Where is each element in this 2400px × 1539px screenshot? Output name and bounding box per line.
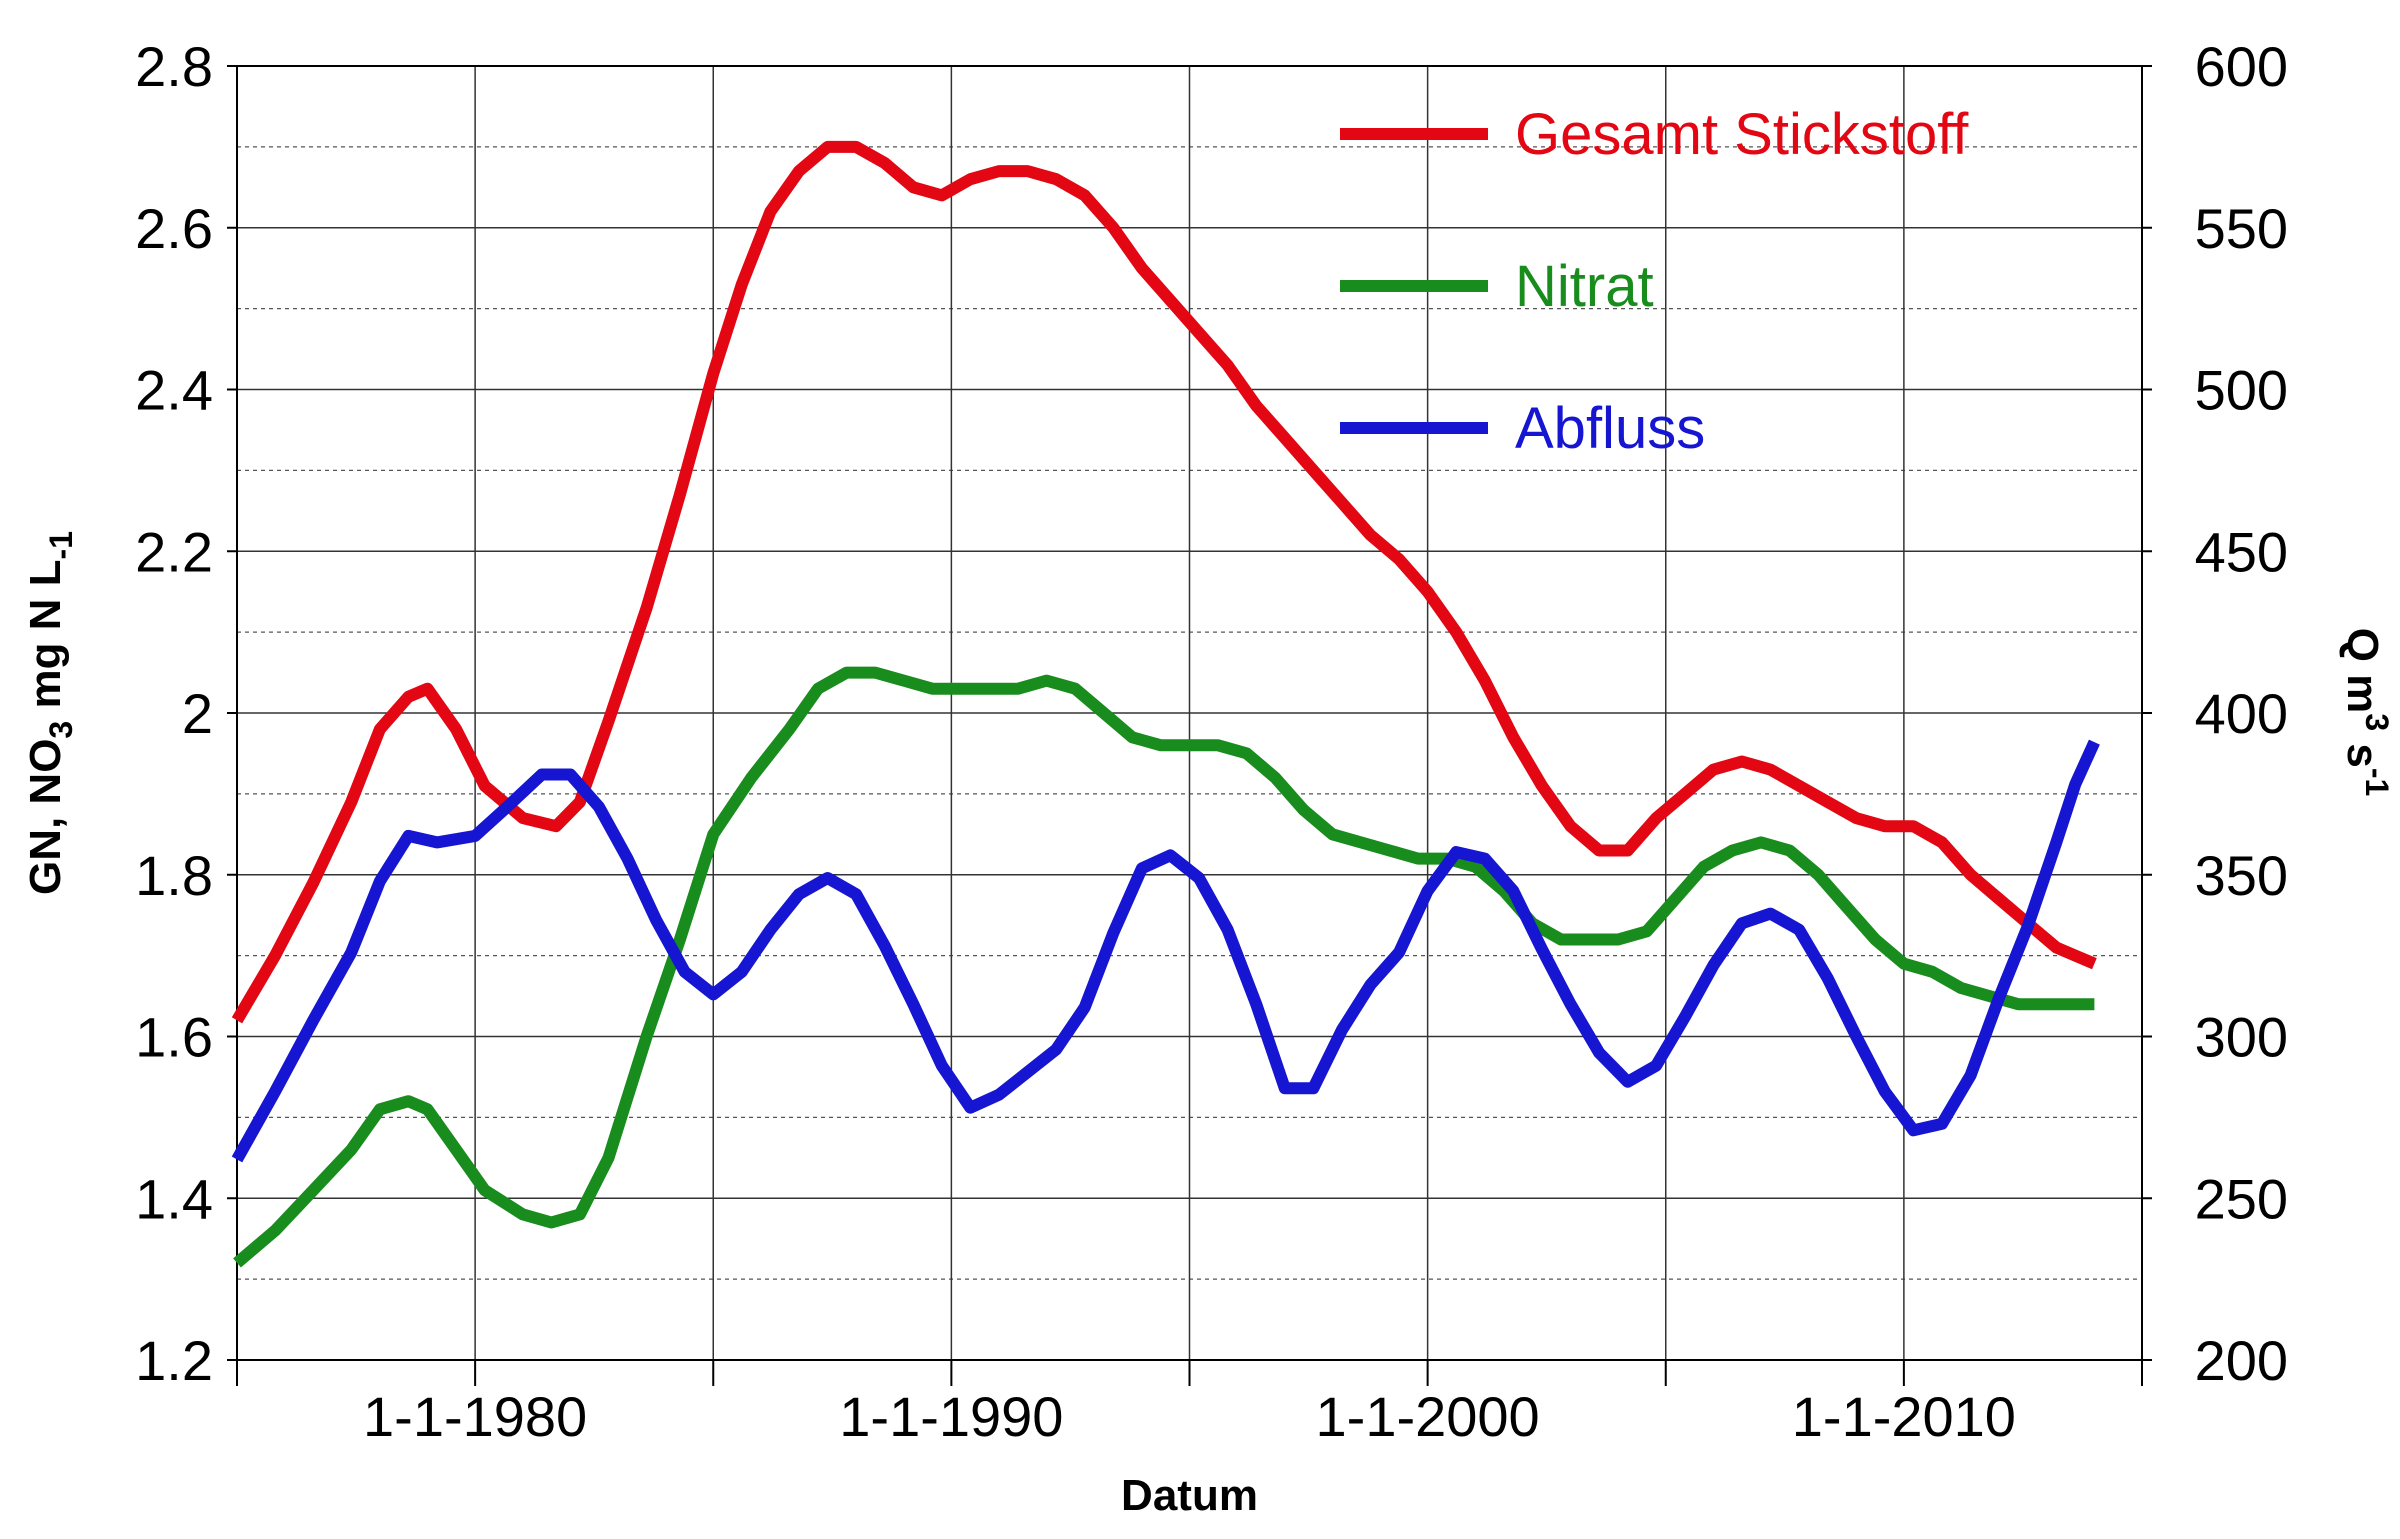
right-y-axis: 200 250 300 350 400 450 500 550 600: [2142, 35, 2288, 1392]
x-tick-label: 1-1-1990: [839, 1385, 1063, 1448]
right-y-axis-title: Q m3 s-1: [2338, 628, 2395, 797]
x-axis: 1-1-1980 1-1-1990 1-1-2000 1-1-2010: [236, 1360, 2143, 1448]
series-line-2: [233, 666, 2095, 1268]
x-tick-label: 1-1-2000: [1316, 1385, 1540, 1448]
left-y-tick-label: 1.8: [135, 844, 213, 907]
x-tick-label: 1-1-1980: [363, 1385, 587, 1448]
series-line-3: [231, 739, 2100, 1163]
legend-label-2: Nitrat: [1515, 254, 1654, 319]
left-y-tick-label: 2: [182, 682, 213, 745]
left-y-tick-label: 1.4: [135, 1167, 213, 1230]
right-y-tick-label: 200: [2195, 1329, 2288, 1392]
left-y-tick-label: 2.2: [135, 520, 213, 583]
legend: Gesamt Stickstoff Nitrat Abfluss: [1340, 102, 1969, 461]
right-y-tick-label: 350: [2195, 844, 2288, 907]
grid: [236, 65, 2143, 1361]
right-y-tick-label: 450: [2195, 520, 2288, 583]
legend-label-1: Gesamt Stickstoff: [1515, 102, 1969, 167]
series-lines: [231, 140, 2100, 1268]
right-y-tick-label: 300: [2195, 1006, 2288, 1069]
left-y-tick-label: 2.8: [135, 35, 213, 98]
left-y-axis-title: GN, NO3 mg N L-1: [21, 531, 79, 895]
left-y-tick-label: 2.4: [135, 359, 213, 422]
legend-label-3: Abfluss: [1515, 396, 1705, 461]
right-y-tick-label: 600: [2195, 35, 2288, 98]
right-y-tick-label: 550: [2195, 197, 2288, 260]
left-y-tick-label: 2.6: [135, 197, 213, 260]
left-y-tick-label: 1.2: [135, 1329, 213, 1392]
right-y-tick-label: 250: [2195, 1167, 2288, 1230]
right-y-tick-label: 400: [2195, 682, 2288, 745]
series-line-1: [231, 140, 2097, 1024]
right-y-tick-label: 500: [2195, 359, 2288, 422]
x-axis-title: Datum: [1121, 1471, 1258, 1520]
x-tick-label: 1-1-2010: [1792, 1385, 2016, 1448]
left-y-tick-label: 1.6: [135, 1006, 213, 1069]
left-y-axis: 1.2 1.4 1.6 1.8 2 2.2 2.4 2.6 2.8: [135, 35, 237, 1392]
